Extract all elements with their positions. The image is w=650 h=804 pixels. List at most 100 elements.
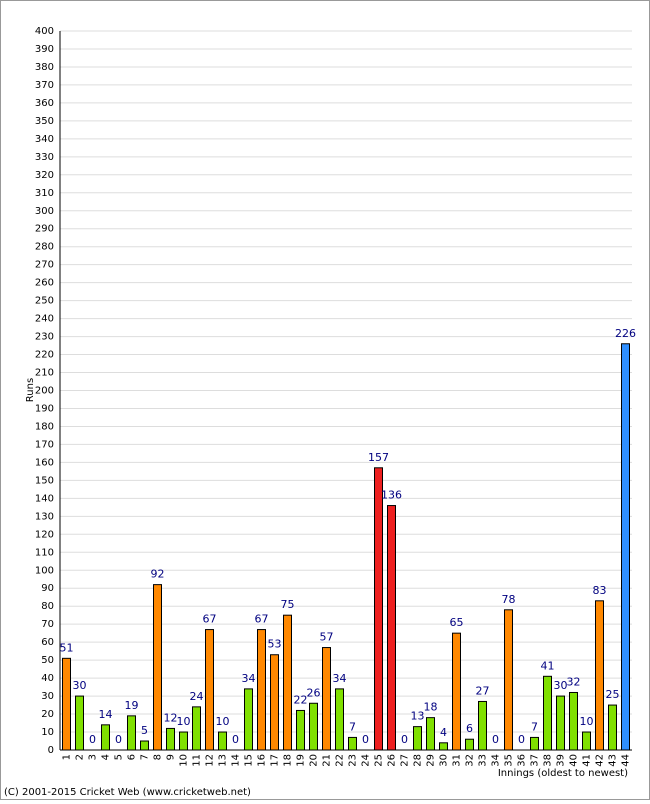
x-tick-label: 14	[231, 754, 242, 767]
value-label: 6	[466, 722, 473, 735]
bar	[205, 629, 214, 751]
x-tick-label: 17	[270, 754, 281, 767]
x-tick-label: 13	[218, 754, 229, 767]
y-tick-label: 110	[35, 547, 54, 558]
bar	[582, 731, 591, 751]
y-tick-label: 400	[35, 26, 54, 37]
x-tick-label: 31	[452, 754, 463, 767]
value-label: 78	[502, 593, 516, 606]
y-tick-label: 280	[35, 242, 54, 253]
x-tick-label: 8	[153, 754, 164, 760]
x-tick-label: 40	[569, 754, 580, 767]
value-label: 30	[554, 679, 568, 692]
x-tick-label: 37	[530, 754, 541, 767]
x-tick-label: 5	[114, 754, 125, 760]
y-tick-label: 220	[35, 350, 54, 361]
y-tick-label: 320	[35, 170, 54, 181]
bar	[75, 695, 84, 751]
value-label: 26	[307, 686, 321, 699]
x-tick-label: 3	[88, 754, 99, 760]
x-tick-label: 24	[361, 754, 372, 767]
bar	[192, 706, 201, 751]
y-tick-label: 100	[35, 565, 54, 576]
bar	[478, 700, 487, 751]
y-tick-label: 160	[35, 457, 54, 468]
y-tick-label: 0	[48, 745, 54, 756]
x-tick-label: 25	[374, 754, 385, 767]
y-tick-label: 170	[35, 439, 54, 450]
bar	[62, 657, 71, 751]
bar	[153, 584, 162, 751]
value-label: 67	[203, 613, 217, 626]
value-label: 5	[141, 724, 148, 737]
value-label: 10	[177, 715, 191, 728]
value-label: 67	[255, 613, 269, 626]
x-tick-label: 7	[140, 754, 151, 760]
value-label: 24	[190, 690, 204, 703]
bar	[387, 505, 396, 751]
x-tick-label: 9	[166, 754, 177, 760]
x-tick-label: 22	[335, 754, 346, 767]
x-tick-label: 36	[517, 754, 528, 767]
bar	[218, 731, 227, 751]
y-tick-label: 390	[35, 44, 54, 55]
value-label: 41	[541, 659, 555, 672]
value-label: 34	[242, 672, 256, 685]
y-tick-label: 370	[35, 80, 54, 91]
value-label: 25	[606, 688, 620, 701]
value-label: 7	[349, 720, 356, 733]
bar	[530, 736, 539, 751]
bar	[296, 709, 305, 751]
x-tick-label: 1	[62, 754, 73, 760]
x-tick-label: 18	[283, 754, 294, 767]
bar	[569, 691, 578, 751]
x-tick-label: 23	[348, 754, 359, 767]
value-label: 10	[216, 715, 230, 728]
x-tick-label: 41	[582, 754, 593, 767]
x-tick-label: 15	[244, 754, 255, 767]
bar	[101, 724, 110, 751]
value-label: 92	[151, 568, 165, 581]
y-tick-label: 330	[35, 152, 54, 163]
bar	[283, 614, 292, 751]
value-label: 0	[492, 733, 499, 746]
bar	[608, 704, 617, 751]
value-label: 226	[615, 327, 636, 340]
value-label: 7	[531, 720, 538, 733]
x-tick-label: 26	[387, 754, 398, 767]
y-tick-label: 80	[41, 601, 54, 612]
value-label: 10	[580, 715, 594, 728]
bar	[257, 629, 266, 751]
value-label: 53	[268, 638, 282, 651]
y-tick-label: 270	[35, 260, 54, 271]
x-tick-label: 21	[322, 754, 333, 767]
bar	[621, 343, 630, 751]
x-tick-label: 43	[608, 754, 619, 767]
x-tick-label: 16	[257, 754, 268, 767]
x-tick-label: 2	[75, 754, 86, 760]
bar	[322, 647, 331, 751]
value-label: 0	[518, 733, 525, 746]
x-tick-label: 4	[101, 754, 112, 760]
x-tick-label: 28	[413, 754, 424, 767]
y-tick-label: 60	[41, 637, 54, 648]
bar	[426, 717, 435, 751]
value-label: 0	[89, 733, 96, 746]
value-label: 0	[232, 733, 239, 746]
value-label: 51	[60, 641, 74, 654]
y-tick-label: 70	[41, 619, 54, 630]
value-label: 27	[476, 684, 490, 697]
y-tick-label: 190	[35, 403, 54, 414]
bar	[504, 609, 513, 751]
x-tick-label: 29	[426, 754, 437, 767]
y-tick-label: 260	[35, 278, 54, 289]
y-tick-label: 20	[41, 709, 54, 720]
footer: (C) 2001-2015 Cricket Web (www.cricketwe…	[4, 787, 251, 798]
value-label: 13	[411, 710, 425, 723]
value-label: 30	[73, 679, 87, 692]
value-label: 83	[593, 584, 607, 597]
value-label: 157	[368, 451, 389, 464]
y-tick-label: 40	[41, 673, 54, 684]
value-label: 34	[333, 672, 347, 685]
bar	[348, 736, 357, 751]
